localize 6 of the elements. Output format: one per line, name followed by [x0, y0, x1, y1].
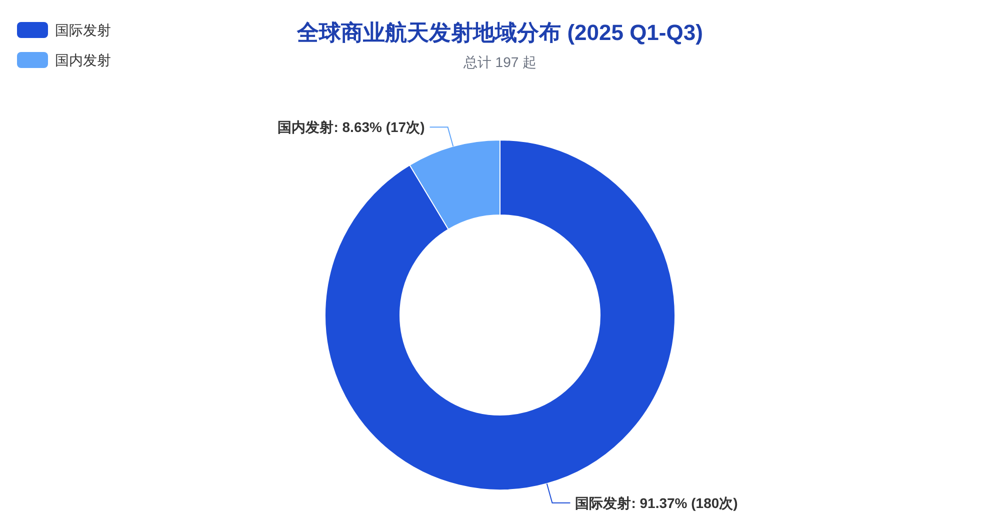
data-label: 国际发射: 91.37% (180次) — [575, 494, 738, 511]
chart-title: 全球商业航天发射地域分布 (2025 Q1-Q3) — [296, 20, 703, 45]
data-label: 国内发射: 8.63% (17次) — [278, 119, 425, 136]
legend-label: 国际发射 — [55, 22, 111, 38]
legend-label: 国内发射 — [55, 52, 111, 68]
text: 总计 197 起 — [462, 54, 537, 70]
